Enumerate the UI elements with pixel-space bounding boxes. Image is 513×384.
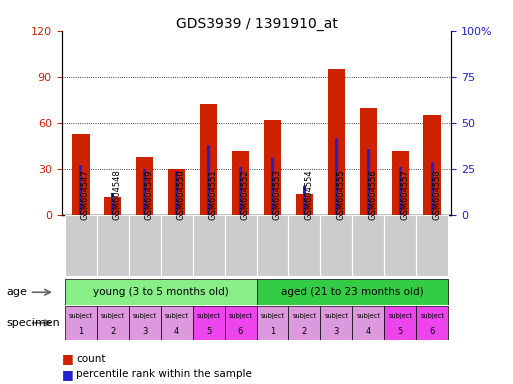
Bar: [352, 215, 384, 276]
Bar: [360, 108, 377, 215]
Text: subject: subject: [324, 313, 348, 318]
Bar: [431, 162, 434, 215]
Text: subject: subject: [69, 313, 93, 318]
Text: GSM604547: GSM604547: [81, 169, 90, 220]
Text: 5: 5: [206, 327, 211, 336]
Text: 1: 1: [78, 327, 83, 336]
Text: GSM604558: GSM604558: [432, 169, 441, 220]
Text: GSM604548: GSM604548: [113, 169, 122, 220]
Bar: [104, 197, 122, 215]
Text: subject: subject: [357, 313, 381, 318]
Text: GSM604554: GSM604554: [304, 169, 313, 220]
Text: 3: 3: [142, 327, 147, 336]
Bar: [367, 149, 370, 215]
Bar: [232, 151, 249, 215]
Bar: [161, 215, 192, 276]
Text: 2: 2: [110, 327, 115, 336]
Bar: [65, 279, 256, 305]
Text: 5: 5: [398, 327, 403, 336]
Bar: [129, 215, 161, 276]
Bar: [295, 194, 313, 215]
Text: GDS3939 / 1391910_at: GDS3939 / 1391910_at: [175, 17, 338, 31]
Bar: [168, 169, 185, 215]
Text: GSM604557: GSM604557: [400, 169, 409, 220]
Text: 2: 2: [302, 327, 307, 336]
Bar: [321, 215, 352, 276]
Text: GSM604551: GSM604551: [209, 169, 218, 220]
Bar: [352, 306, 384, 340]
Bar: [175, 171, 178, 215]
Text: 3: 3: [333, 327, 339, 336]
Text: ■: ■: [62, 353, 73, 366]
Text: GSM604555: GSM604555: [337, 169, 345, 220]
Bar: [225, 215, 256, 276]
Text: subject: subject: [228, 313, 252, 318]
Bar: [416, 306, 448, 340]
Bar: [256, 306, 288, 340]
Bar: [161, 306, 192, 340]
Bar: [416, 215, 448, 276]
Bar: [65, 306, 97, 340]
Bar: [72, 134, 90, 215]
Text: 4: 4: [366, 327, 371, 336]
Text: subject: subject: [388, 313, 412, 318]
Bar: [264, 120, 281, 215]
Bar: [111, 193, 114, 215]
Bar: [423, 115, 441, 215]
Text: young (3 to 5 months old): young (3 to 5 months old): [93, 287, 228, 297]
Text: subject: subject: [292, 313, 317, 318]
Text: 6: 6: [238, 327, 243, 336]
Bar: [256, 215, 288, 276]
Bar: [97, 215, 129, 276]
Text: ■: ■: [62, 368, 73, 381]
Bar: [225, 306, 256, 340]
Bar: [391, 151, 409, 215]
Bar: [321, 306, 352, 340]
Bar: [328, 69, 345, 215]
Bar: [143, 169, 146, 215]
Text: GSM604553: GSM604553: [272, 169, 282, 220]
Text: GSM604552: GSM604552: [241, 169, 249, 220]
Text: 4: 4: [174, 327, 179, 336]
Bar: [288, 306, 321, 340]
Bar: [129, 306, 161, 340]
Text: subject: subject: [165, 313, 189, 318]
Bar: [192, 215, 225, 276]
Bar: [399, 167, 402, 215]
Bar: [303, 185, 306, 215]
Bar: [192, 306, 225, 340]
Text: subject: subject: [420, 313, 444, 318]
Text: aged (21 to 23 months old): aged (21 to 23 months old): [281, 287, 424, 297]
Bar: [136, 157, 153, 215]
Text: specimen: specimen: [7, 318, 61, 328]
Text: 1: 1: [270, 327, 275, 336]
Bar: [97, 306, 129, 340]
Text: percentile rank within the sample: percentile rank within the sample: [76, 369, 252, 379]
Text: age: age: [7, 287, 28, 297]
Bar: [200, 104, 218, 215]
Bar: [384, 215, 416, 276]
Text: GSM604556: GSM604556: [368, 169, 378, 220]
Bar: [256, 279, 448, 305]
Bar: [384, 306, 416, 340]
Text: GSM604550: GSM604550: [176, 169, 186, 220]
Bar: [65, 215, 97, 276]
Text: GSM604549: GSM604549: [145, 169, 154, 220]
Text: subject: subject: [196, 313, 221, 318]
Text: 6: 6: [429, 327, 435, 336]
Bar: [239, 167, 242, 215]
Bar: [335, 137, 338, 215]
Text: subject: subject: [132, 313, 156, 318]
Text: subject: subject: [261, 313, 285, 318]
Text: count: count: [76, 354, 106, 364]
Text: subject: subject: [101, 313, 125, 318]
Bar: [207, 145, 210, 215]
Bar: [79, 165, 82, 215]
Bar: [271, 158, 274, 215]
Bar: [288, 215, 321, 276]
